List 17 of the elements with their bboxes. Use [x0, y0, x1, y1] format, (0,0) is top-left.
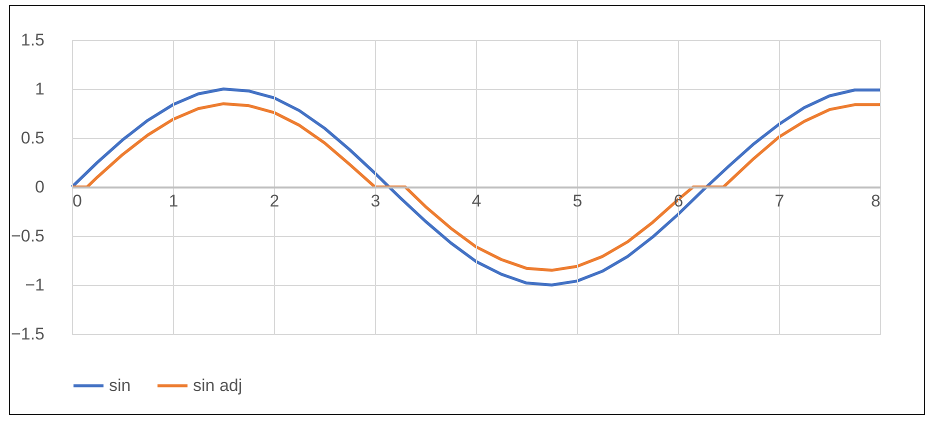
x-tick-label: 3 — [370, 192, 380, 210]
y-tick-label: −0.5 — [10, 226, 44, 246]
x-tick-label: 5 — [572, 192, 582, 210]
y-tick-label: 1.5 — [20, 30, 44, 50]
y-tick-label: −1.5 — [10, 324, 44, 344]
x-tick-label: 2 — [270, 192, 280, 210]
y-tick-label: 0 — [35, 178, 44, 196]
legend-label: sin adj — [193, 376, 242, 395]
x-tick-label: 1 — [168, 192, 178, 210]
x-tick-label: 4 — [472, 192, 482, 210]
x-tick-label: 7 — [774, 192, 784, 210]
y-tick-label: 1 — [35, 80, 44, 98]
x-tick-label: 0 — [72, 192, 82, 210]
y-tick-label: 0.5 — [20, 128, 44, 148]
x-tick-label: 8 — [871, 192, 880, 210]
legend-label: sin — [109, 376, 131, 395]
y-tick-label: −1 — [25, 276, 44, 294]
